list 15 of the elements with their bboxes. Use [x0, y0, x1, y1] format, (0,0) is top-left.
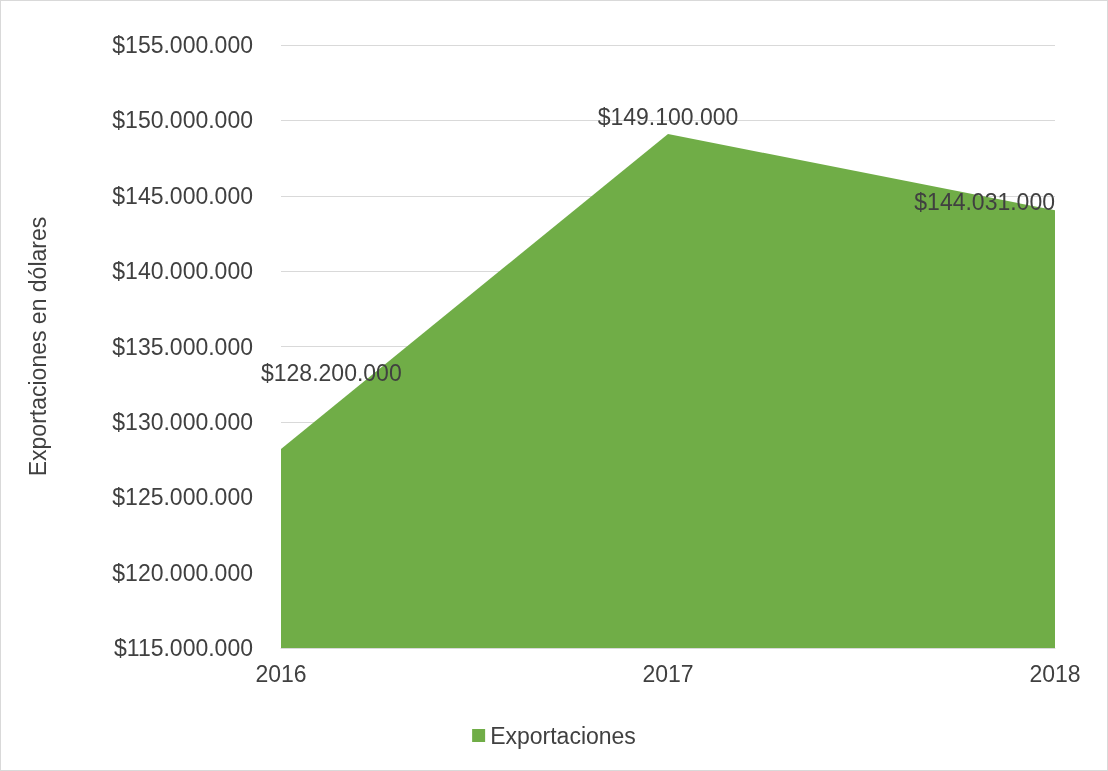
y-tick-label: $140.000.000: [112, 258, 253, 285]
y-tick-label: $120.000.000: [112, 559, 253, 586]
y-tick-label: $130.000.000: [112, 408, 253, 435]
data-label: $149.100.000: [597, 104, 739, 131]
y-tick-label: $125.000.000: [112, 484, 253, 511]
legend-label: Exportaciones: [490, 722, 636, 749]
x-tick-label: 2017: [642, 660, 694, 687]
x-tick-label: 2016: [255, 660, 307, 687]
y-axis-title: Exportaciones en dólares: [24, 216, 51, 477]
y-tick-label: $150.000.000: [112, 107, 253, 134]
y-tick-label: $115.000.000: [114, 635, 253, 661]
y-tick-label: $145.000.000: [112, 182, 253, 209]
x-tick-label: 2018: [1029, 660, 1081, 687]
y-tick-label: $135.000.000: [112, 333, 253, 360]
y-tick-label: $155.000.000: [112, 32, 253, 58]
